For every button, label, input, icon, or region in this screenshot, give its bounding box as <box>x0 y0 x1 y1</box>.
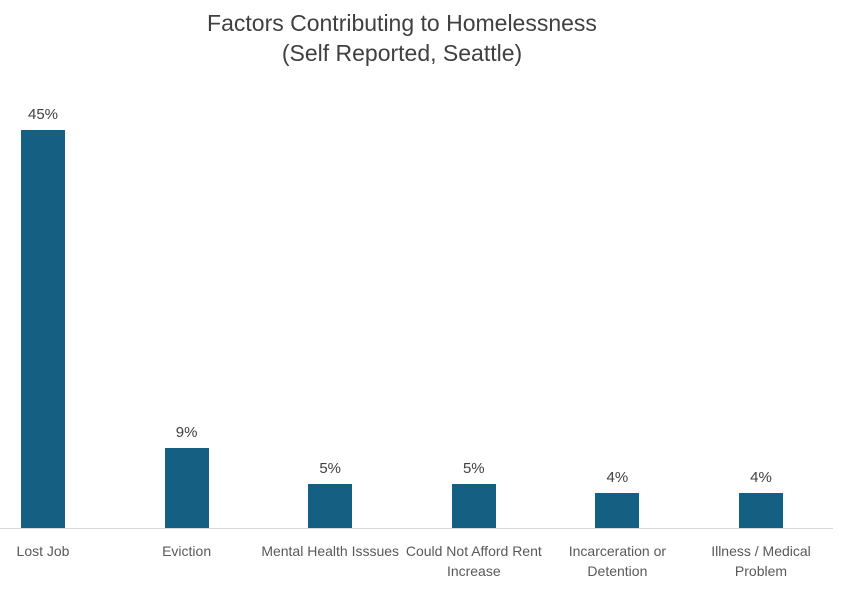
value-label-2: 5% <box>319 460 342 477</box>
bar-5 <box>739 493 783 528</box>
value-label-1: 9% <box>175 424 198 441</box>
category-label-5: Illness / Medical Problem <box>711 543 811 579</box>
value-label-5: 4% <box>750 469 772 486</box>
bar-0 <box>21 130 65 528</box>
bar-4 <box>595 493 640 528</box>
category-label-3: Could Not Afford Rent Increase <box>405 543 542 579</box>
x-axis-line <box>0 528 833 529</box>
chart-title-line2: (Self Reported, Seattle) <box>281 40 523 66</box>
category-label-1: Eviction <box>162 543 212 559</box>
chart-title-line1: Factors Contributing to Homelessness <box>207 10 597 36</box>
value-label-4: 4% <box>606 469 629 486</box>
value-label-0: 45% <box>27 106 59 123</box>
chart-title: Factors Contributing to Homelessness (Se… <box>0 8 833 68</box>
bar-3 <box>451 484 496 528</box>
value-label-3: 5% <box>462 460 485 477</box>
bar-1 <box>164 448 209 528</box>
bar-2 <box>308 484 353 528</box>
category-label-2: Mental Health Isssues <box>261 543 400 559</box>
category-label-0: Lost Job <box>16 543 70 559</box>
category-label-4: Incarceration or Detention <box>568 543 667 579</box>
